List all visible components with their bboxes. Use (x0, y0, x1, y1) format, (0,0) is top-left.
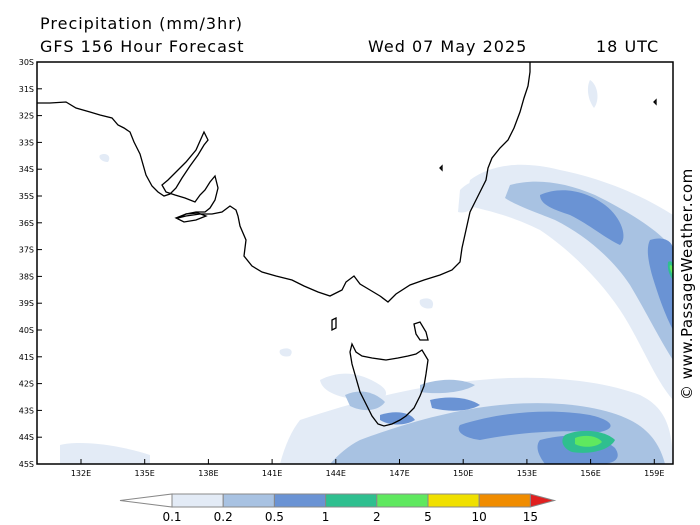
latitude-label: 32S (19, 112, 34, 121)
latitude-label: 43S (19, 406, 34, 415)
latitude-label: 34S (19, 165, 34, 174)
latitude-label: 39S (19, 299, 34, 308)
map-title: Precipitation (mm/3hr) (40, 14, 244, 33)
longitude-label: 135E (135, 469, 155, 478)
latitude-label: 37S (19, 246, 34, 255)
forecast-label: GFS 156 Hour Forecast (40, 37, 245, 56)
legend-label: 0.1 (162, 510, 182, 524)
latitude-label: 36S (19, 219, 34, 228)
longitude-label: 150E (453, 469, 473, 478)
latitude-label: 33S (19, 138, 34, 147)
forecast-date: Wed 07 May 2025 (368, 37, 528, 56)
longitude-label: 153E (517, 469, 537, 478)
legend-swatch (325, 493, 378, 508)
latitude-label: 42S (19, 380, 34, 389)
coastline (37, 62, 657, 427)
latitude-label: 40S (19, 326, 34, 335)
legend-min-triangle (119, 493, 173, 508)
latitude-label: 38S (19, 272, 34, 281)
legend-swatch (478, 493, 531, 508)
legend-swatch (273, 493, 327, 508)
legend-max-triangle (529, 493, 557, 508)
latitude-label: 41S (19, 353, 34, 362)
longitude-label: 138E (198, 469, 218, 478)
longitude-label: 132E (71, 469, 91, 478)
latitude-label: 31S (19, 85, 34, 94)
legend-label: 1 (321, 510, 330, 524)
longitude-label: 147E (389, 469, 409, 478)
latitude-label: 35S (19, 192, 34, 201)
precipitation-field (60, 80, 673, 464)
longitude-label: 156E (580, 469, 600, 478)
legend-label: 15 (522, 510, 539, 524)
latitude-axis: 30S 31S 32S 33S 34S 35S 36S 37S 38S 39S 40S 41S 42S 4… (19, 58, 42, 469)
legend-label: 5 (424, 510, 432, 524)
credit-text: © www.PassageWeather.com (678, 168, 696, 400)
legend-swatch (222, 493, 275, 508)
longitude-label: 159E (644, 469, 664, 478)
legend-swatch (376, 493, 429, 508)
longitude-axis: 132E 135E 138E 141E 144E 147E 150E 153E 156E 159E (71, 459, 664, 478)
legend-swatch (427, 493, 480, 508)
latitude-label: 30S (19, 58, 34, 67)
legend-label: 0.5 (264, 510, 284, 524)
map-frame (36, 61, 674, 465)
legend-label: 2 (372, 510, 381, 524)
precipitation-legend (119, 493, 557, 508)
latitude-label: 44S (19, 433, 34, 442)
longitude-label: 144E (326, 469, 346, 478)
legend-swatch (171, 493, 224, 508)
legend-label: 0.2 (213, 510, 233, 524)
legend-label: 10 (471, 510, 487, 524)
latitude-label: 45S (19, 460, 34, 469)
longitude-label: 141E (262, 469, 282, 478)
forecast-time: 18 UTC (596, 37, 660, 56)
